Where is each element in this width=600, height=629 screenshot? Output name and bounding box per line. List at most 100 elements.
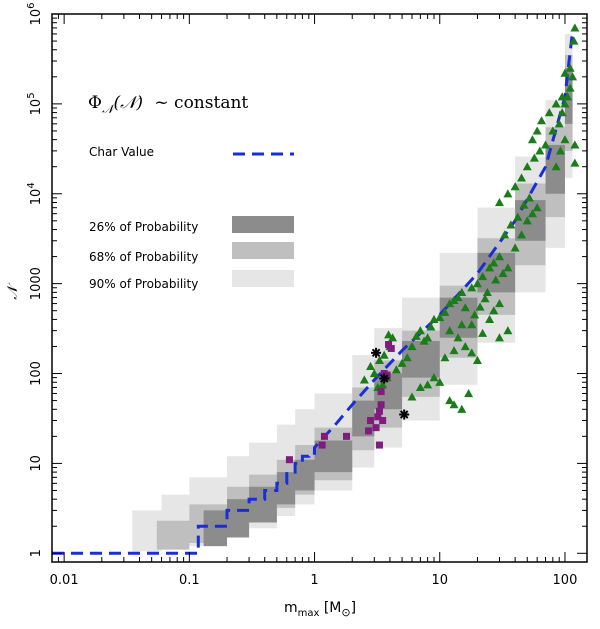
triangle-point <box>494 333 504 342</box>
square-point <box>285 456 293 464</box>
probability-bands <box>132 14 573 552</box>
triangle-point <box>480 294 490 303</box>
triangle-point <box>554 119 564 128</box>
triangle-point <box>494 252 504 261</box>
data-points <box>285 23 580 464</box>
triangle-point <box>498 268 508 278</box>
triangle-point <box>379 350 389 359</box>
star-point <box>379 373 390 384</box>
square-point <box>367 417 375 425</box>
triangle-point <box>560 135 570 144</box>
legend-68-swatch <box>232 242 294 259</box>
triangle-point <box>557 108 567 117</box>
y-tick-label: 10 <box>29 455 44 472</box>
legend-char-value-label: Char Value <box>89 145 154 159</box>
x-tick-label: 1 <box>310 573 318 588</box>
triangle-point <box>544 108 554 117</box>
triangle-point <box>435 377 445 386</box>
triangle-point <box>467 348 477 357</box>
x-axis-title: mmax [M⊙] <box>284 600 356 619</box>
triangle-point <box>388 333 398 342</box>
square-point <box>375 407 383 415</box>
triangle-point <box>475 302 485 311</box>
triangle-point <box>457 287 467 296</box>
triangle-point <box>517 173 527 182</box>
y-tick-label-base: 10 <box>29 189 44 206</box>
annotation-phi: Φ <box>88 93 102 113</box>
triangle-point <box>524 193 534 202</box>
y-tick-label-exponent: 5 <box>26 92 37 98</box>
y-tick-label-base: 1000 <box>29 267 44 300</box>
triangle-point <box>565 83 575 92</box>
legend-90-swatch <box>232 270 294 287</box>
triangle-point <box>453 293 463 302</box>
triangle-point <box>485 314 495 324</box>
star-point <box>399 409 410 420</box>
legend-68-label: 68% of Probability <box>89 250 198 264</box>
triangle-point <box>569 36 579 45</box>
square-point <box>365 427 373 435</box>
triangle-point <box>449 400 459 409</box>
triangle-point <box>445 326 455 335</box>
triangle-point <box>517 230 527 239</box>
triangle-point <box>565 63 575 72</box>
triangle-point <box>359 375 369 384</box>
x-axis-title-sub: max <box>298 608 320 619</box>
triangle-point <box>423 380 433 389</box>
triangle-point <box>445 299 455 308</box>
square-point <box>379 417 387 425</box>
square-point <box>387 344 395 352</box>
y-tick-label-base: 1 <box>29 549 44 557</box>
triangle-point <box>472 355 482 364</box>
y-tick-label-exponent: 4 <box>26 182 37 188</box>
band-26 <box>203 22 573 547</box>
triangle-point <box>489 306 499 315</box>
annotation-rest: ~ constant <box>154 93 248 113</box>
legend-26-label: 26% of Probability <box>89 220 198 234</box>
star-stroke <box>371 348 381 358</box>
triangle-point <box>548 126 558 135</box>
triangle-point <box>449 346 459 355</box>
annotation-text: Φ𝒩(𝒩) ~ constant <box>88 93 248 116</box>
triangle-point <box>449 295 459 305</box>
triangle-point <box>537 116 547 125</box>
x-tick-label: 10 <box>431 573 448 588</box>
star-stroke <box>379 374 389 383</box>
triangle-point <box>519 200 529 209</box>
triangle-point <box>460 303 470 312</box>
legend-90-label: 90% of Probability <box>89 277 198 291</box>
star-stroke <box>399 410 409 419</box>
char-value-line <box>52 30 575 555</box>
triangle-point <box>541 140 551 149</box>
annotation-sub: 𝒩 <box>102 102 117 116</box>
triangle-point <box>391 365 401 374</box>
triangle-point <box>503 189 513 198</box>
y-axis-title: 𝒩 <box>5 282 21 300</box>
triangle-point <box>551 162 561 171</box>
triangle-point <box>467 283 477 292</box>
triangle-point <box>491 275 501 284</box>
triangle-point <box>369 369 379 378</box>
x-tick-label: 0.1 <box>179 573 200 588</box>
triangle-point <box>503 263 513 272</box>
triangle-point <box>411 331 421 340</box>
triangle-point <box>482 287 492 296</box>
y-tick-label-base: 10 <box>29 455 44 472</box>
triangle-point <box>513 212 523 221</box>
triangle-point <box>527 135 537 144</box>
triangle-point <box>470 310 480 319</box>
triangle-point <box>464 388 474 398</box>
star-point <box>371 347 382 358</box>
triangle-point <box>510 243 520 252</box>
triangle-point <box>423 333 433 342</box>
triangle-point <box>522 216 532 225</box>
x-axis-title-unit: [M <box>324 600 342 616</box>
triangle-point <box>506 220 516 229</box>
triangle-point <box>510 182 520 191</box>
triangle-point <box>440 353 450 362</box>
square-point <box>343 432 351 440</box>
triangle-point <box>522 162 532 171</box>
legend-26-swatch <box>232 216 294 233</box>
triangle-point <box>570 158 580 167</box>
triangle-point <box>532 203 542 212</box>
